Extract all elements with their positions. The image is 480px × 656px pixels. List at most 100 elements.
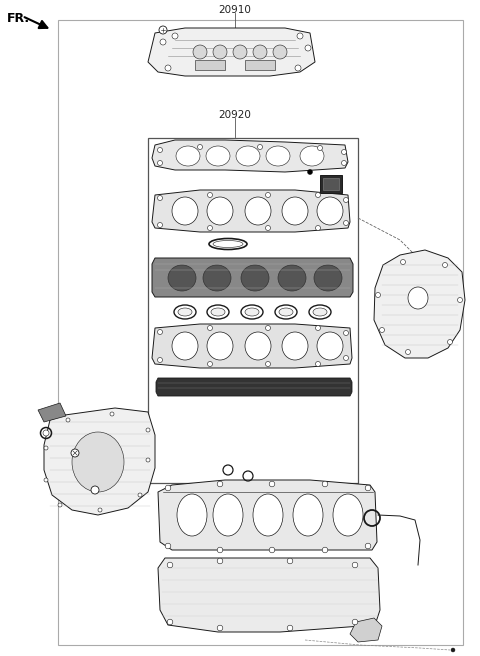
Circle shape (157, 195, 163, 201)
Circle shape (305, 45, 311, 51)
Ellipse shape (313, 308, 327, 316)
Circle shape (157, 358, 163, 363)
Circle shape (110, 412, 114, 416)
Circle shape (447, 340, 453, 344)
Circle shape (207, 226, 213, 230)
Circle shape (165, 543, 171, 549)
Ellipse shape (282, 332, 308, 360)
Circle shape (322, 547, 328, 553)
Polygon shape (158, 480, 377, 550)
Circle shape (91, 486, 99, 494)
Circle shape (341, 161, 347, 165)
Circle shape (207, 325, 213, 331)
Ellipse shape (176, 146, 200, 166)
Circle shape (217, 558, 223, 564)
Ellipse shape (309, 305, 331, 319)
Circle shape (157, 161, 163, 165)
Circle shape (66, 418, 70, 422)
Circle shape (365, 543, 371, 549)
Circle shape (315, 192, 321, 197)
Circle shape (406, 350, 410, 354)
Circle shape (287, 558, 293, 564)
Circle shape (451, 648, 455, 652)
Circle shape (265, 192, 271, 197)
Circle shape (315, 325, 321, 331)
Ellipse shape (314, 265, 342, 291)
Ellipse shape (233, 45, 247, 59)
Ellipse shape (245, 308, 259, 316)
Circle shape (315, 226, 321, 230)
Bar (148, 138, 358, 483)
Ellipse shape (207, 332, 233, 360)
Ellipse shape (207, 197, 233, 225)
Circle shape (375, 293, 381, 298)
Circle shape (287, 625, 293, 631)
Ellipse shape (211, 308, 225, 316)
Circle shape (352, 619, 358, 625)
Bar (245, 60, 275, 70)
Ellipse shape (72, 432, 124, 492)
Text: FR.: FR. (7, 12, 30, 25)
Circle shape (167, 562, 173, 568)
Circle shape (400, 260, 406, 264)
Circle shape (44, 478, 48, 482)
Ellipse shape (273, 45, 287, 59)
Circle shape (146, 458, 150, 462)
Circle shape (197, 144, 203, 150)
Ellipse shape (213, 494, 243, 536)
Circle shape (341, 150, 347, 155)
Ellipse shape (245, 197, 271, 225)
Ellipse shape (193, 45, 207, 59)
Ellipse shape (203, 265, 231, 291)
Circle shape (160, 39, 166, 45)
Polygon shape (152, 324, 352, 368)
Circle shape (167, 619, 173, 625)
Bar (323, 178, 339, 190)
Ellipse shape (275, 305, 297, 319)
Circle shape (217, 625, 223, 631)
Text: 20920: 20920 (218, 110, 252, 120)
Bar (195, 60, 225, 70)
Ellipse shape (206, 146, 230, 166)
Circle shape (98, 508, 102, 512)
Circle shape (317, 146, 323, 150)
Circle shape (43, 430, 49, 436)
Polygon shape (152, 190, 350, 232)
Circle shape (308, 169, 312, 174)
Ellipse shape (408, 287, 428, 309)
Circle shape (71, 449, 79, 457)
Ellipse shape (317, 197, 343, 225)
Ellipse shape (278, 265, 306, 291)
Circle shape (157, 222, 163, 228)
Circle shape (297, 33, 303, 39)
Polygon shape (156, 378, 352, 396)
Ellipse shape (300, 146, 324, 166)
Ellipse shape (177, 494, 207, 536)
Ellipse shape (213, 45, 227, 59)
Circle shape (146, 428, 150, 432)
Circle shape (165, 65, 171, 71)
Polygon shape (148, 28, 315, 76)
Circle shape (344, 220, 348, 226)
Circle shape (159, 26, 167, 34)
Ellipse shape (317, 332, 343, 360)
Circle shape (344, 197, 348, 203)
Circle shape (207, 361, 213, 367)
Circle shape (295, 65, 301, 71)
Circle shape (344, 356, 348, 361)
Circle shape (365, 485, 371, 491)
Ellipse shape (293, 494, 323, 536)
Circle shape (352, 562, 358, 568)
Circle shape (207, 192, 213, 197)
Ellipse shape (174, 305, 196, 319)
Circle shape (217, 547, 223, 553)
Circle shape (265, 226, 271, 230)
Ellipse shape (172, 197, 198, 225)
Polygon shape (158, 558, 380, 632)
Polygon shape (38, 403, 66, 422)
Circle shape (269, 547, 275, 553)
Ellipse shape (253, 45, 267, 59)
Polygon shape (152, 258, 353, 297)
Circle shape (44, 446, 48, 450)
Polygon shape (350, 618, 382, 642)
